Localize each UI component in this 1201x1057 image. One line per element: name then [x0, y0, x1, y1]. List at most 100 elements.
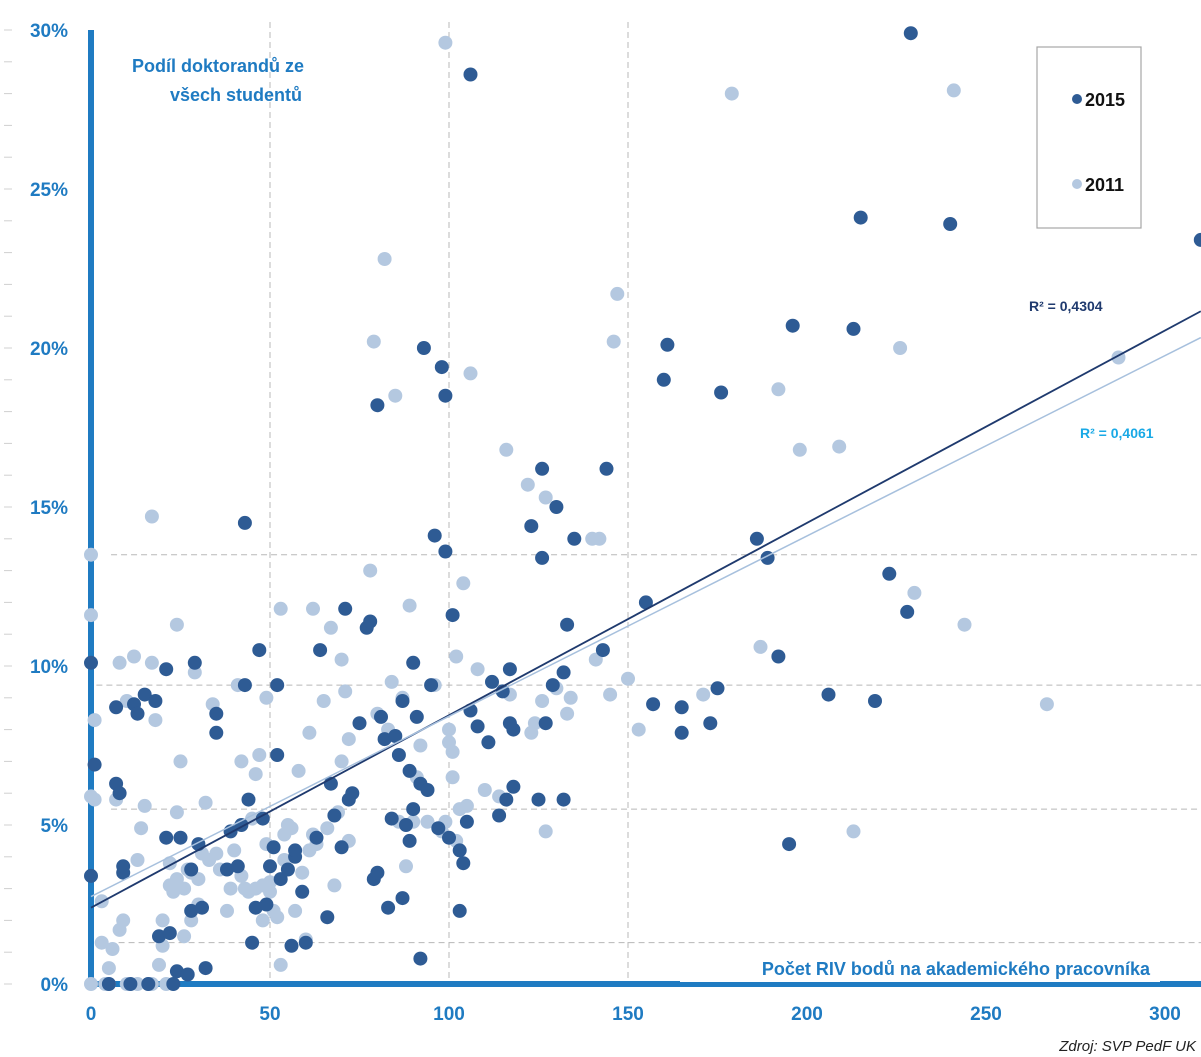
point-2015 — [384, 811, 399, 826]
point-2015 — [438, 388, 453, 403]
point-2011 — [907, 585, 922, 600]
point-2015 — [230, 859, 245, 874]
point-2015 — [280, 862, 295, 877]
point-2015 — [535, 550, 550, 565]
point-2015 — [545, 678, 560, 693]
point-2011 — [198, 795, 213, 810]
point-2011 — [84, 608, 98, 623]
point-2015 — [402, 833, 417, 848]
point-2011 — [177, 881, 192, 896]
point-2015 — [159, 662, 174, 677]
point-2015 — [334, 840, 349, 855]
point-2015 — [445, 608, 460, 623]
point-2015 — [416, 341, 431, 355]
point-2011 — [227, 843, 242, 858]
point-2011 — [893, 341, 908, 355]
point-2015 — [173, 830, 188, 845]
point-2015 — [567, 531, 582, 546]
point-2015 — [710, 681, 725, 696]
point-2015 — [660, 337, 675, 352]
point-2015 — [84, 655, 98, 670]
point-2011 — [263, 875, 277, 890]
point-2015 — [112, 786, 127, 801]
point-2011 — [144, 509, 159, 524]
point-2011 — [87, 713, 102, 728]
point-2015 — [821, 687, 836, 702]
point-2011 — [259, 690, 274, 705]
point-2015 — [381, 900, 396, 915]
point-2011 — [112, 655, 127, 670]
point-2011 — [560, 706, 575, 721]
point-2015 — [345, 786, 360, 801]
point-2015 — [195, 900, 209, 915]
point-2011 — [334, 754, 349, 769]
legend-marker-2011 — [1072, 179, 1082, 189]
trendline-2011 — [90, 336, 1201, 898]
point-2015 — [248, 900, 263, 915]
point-2011 — [223, 881, 238, 896]
point-2011 — [771, 382, 786, 397]
point-2011 — [792, 442, 807, 457]
point-2011 — [445, 744, 460, 759]
point-2015 — [152, 929, 166, 944]
point-2015 — [420, 783, 435, 797]
point-2011 — [377, 252, 392, 266]
trendlines — [90, 310, 1201, 909]
point-2015 — [87, 757, 102, 772]
point-2015 — [782, 837, 797, 852]
point-2011 — [363, 563, 378, 578]
point-2011 — [459, 798, 474, 813]
point-2015 — [703, 716, 718, 731]
r2-label-2011: R² = 0,4061 — [1080, 425, 1154, 441]
x-tick-label: 0 — [86, 1004, 97, 1025]
point-2015 — [427, 528, 442, 543]
point-2015 — [377, 732, 392, 747]
point-2015 — [868, 694, 882, 708]
point-2011 — [191, 872, 206, 887]
point-2011 — [144, 655, 159, 670]
point-2015 — [560, 617, 575, 632]
point-2011 — [148, 713, 163, 728]
point-2011 — [234, 754, 249, 769]
point-2011 — [87, 792, 102, 807]
point-2015 — [370, 865, 385, 880]
point-2011 — [270, 910, 285, 925]
point-2015 — [470, 719, 485, 734]
point-2015 — [456, 856, 471, 871]
point-2011 — [413, 738, 428, 753]
point-2015 — [413, 951, 428, 966]
point-2015 — [506, 722, 521, 737]
point-2011 — [477, 783, 492, 797]
x-tick-label: 150 — [612, 1004, 644, 1025]
point-2015 — [298, 935, 313, 950]
point-2011 — [388, 388, 403, 403]
point-2015 — [599, 461, 614, 476]
point-2011 — [173, 754, 188, 769]
point-2015 — [374, 709, 388, 724]
point-2015 — [263, 859, 277, 874]
point-2011 — [957, 617, 972, 632]
point-2011 — [273, 957, 288, 972]
point-2011 — [263, 884, 277, 899]
point-2011 — [295, 865, 310, 880]
point-2015 — [674, 700, 689, 715]
point-2011 — [846, 824, 861, 839]
point-2011 — [438, 35, 453, 50]
point-2015 — [309, 830, 324, 845]
point-2011 — [323, 620, 338, 635]
point-2015 — [556, 665, 571, 680]
point-2015 — [101, 977, 116, 991]
point-2015 — [535, 461, 550, 476]
point-2015 — [162, 926, 177, 941]
point-2015 — [166, 977, 181, 991]
point-2015 — [388, 729, 403, 743]
point-2015 — [245, 935, 260, 950]
point-2015 — [409, 709, 424, 724]
point-2015 — [434, 360, 449, 375]
point-2011 — [338, 684, 353, 699]
point-2015 — [241, 792, 256, 807]
y-tick-label: 5% — [41, 816, 69, 837]
point-2015 — [399, 818, 413, 832]
point-2011 — [284, 821, 299, 836]
